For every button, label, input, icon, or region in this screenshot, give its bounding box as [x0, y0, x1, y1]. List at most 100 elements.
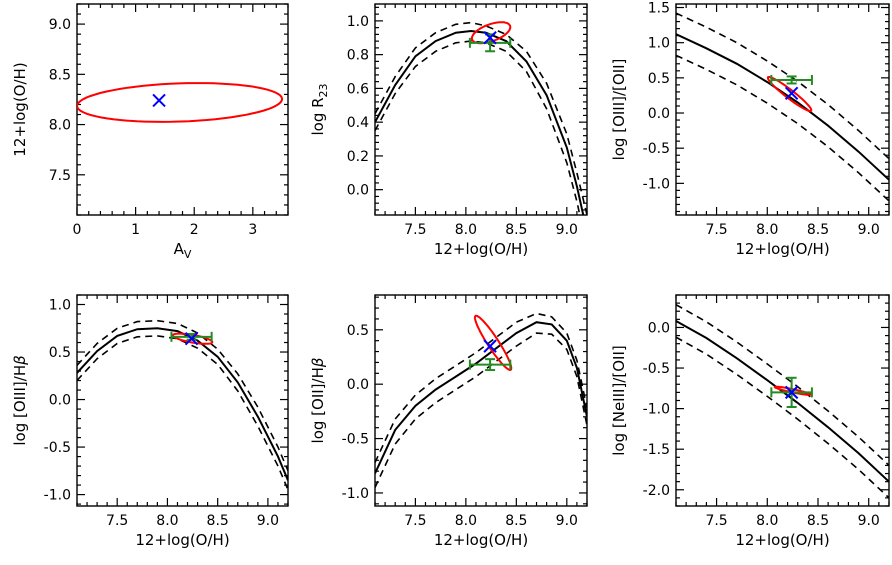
x-axis-label: 12+log(O/H)	[735, 240, 829, 258]
y-tick-label: -1.5	[643, 442, 670, 458]
x-axis-label: 12+log(O/H)	[735, 531, 829, 549]
x-tick-label: 8.0	[156, 513, 178, 529]
plot-frame	[675, 294, 890, 507]
plot-frame	[374, 3, 588, 216]
best-fit-marker	[483, 31, 497, 45]
best-fit-marker	[184, 332, 199, 346]
x-tick-label: 0	[73, 222, 82, 238]
model-curve-bound	[375, 312, 587, 463]
best-fit-marker	[784, 385, 799, 400]
y-tick-label: -0.5	[643, 141, 670, 157]
x-axis-label: 12+log(O/H)	[135, 531, 229, 549]
plot-area	[375, 312, 587, 488]
best-fit-marker	[784, 86, 799, 101]
x-tick-label: 8.0	[756, 222, 778, 238]
x-tick-label: 8.0	[756, 513, 778, 529]
y-tick-label: 0.6	[347, 81, 369, 97]
x-tick-label: 9.0	[257, 513, 279, 529]
y-tick-label: -1.0	[44, 488, 71, 504]
best-fit-marker	[483, 339, 497, 353]
model-curve	[676, 33, 889, 181]
error-bar	[770, 74, 813, 85]
best-fit-marker	[152, 93, 166, 108]
y-tick-label: 0.0	[347, 183, 369, 199]
y-tick-label: -1.0	[643, 402, 670, 418]
x-tick-label: 9.0	[556, 513, 578, 529]
x-tick-label: 7.5	[404, 222, 426, 238]
x-axis-label: 12+log(O/H)	[434, 240, 528, 258]
y-tick-label: 0.4	[347, 115, 369, 131]
y-tick-label: 9.0	[49, 17, 71, 33]
x-tick-label: 7.5	[404, 513, 426, 529]
error-bar	[170, 331, 213, 342]
y-tick-label: 0.0	[49, 393, 71, 409]
model-curve	[676, 320, 889, 483]
x-tick-label: 1	[131, 222, 140, 238]
y-axis-label: log [OII]/Hβ	[309, 357, 327, 443]
panel-3: 7.5 8.0 8.5 9.0 -1.0 -0.5 0.0 0.5 1.0 1.5 12+log(O…	[610, 1, 890, 258]
model-curve-bound	[375, 40, 581, 215]
y-tick-label: 8.0	[49, 118, 71, 134]
y-tick-label: 0.0	[648, 106, 670, 122]
x-tick-label: 9.0	[858, 222, 880, 238]
plot-area	[77, 82, 284, 123]
y-axis-label: 12+log(O/H)	[11, 62, 29, 156]
model-curve-bound	[77, 335, 288, 491]
y-tick-label: -1.0	[643, 176, 670, 192]
plot-frame	[374, 294, 588, 507]
y-tick-label: 8.5	[49, 67, 71, 83]
x-tick-label: 7.5	[705, 513, 727, 529]
plot-frame	[76, 294, 289, 507]
y-tick-label: 1.0	[49, 298, 71, 314]
plot-area	[676, 304, 889, 499]
y-tick-label: 0.8	[347, 48, 369, 64]
y-tick-label: -0.5	[44, 440, 71, 456]
x-tick-label: 8.5	[505, 222, 527, 238]
y-axis-label: log [NeIII]/[OII]	[610, 345, 628, 455]
y-tick-label: 0.5	[347, 323, 369, 339]
y-tick-label: -0.5	[342, 432, 369, 448]
model-curve-bound	[375, 332, 587, 488]
error-bar	[468, 358, 512, 372]
y-tick-label: -2.0	[643, 483, 670, 499]
x-axis-label: AV	[174, 240, 192, 261]
x-tick-label: 8.0	[455, 513, 477, 529]
y-tick-label: 0.0	[648, 320, 670, 336]
plot-frame	[675, 3, 890, 216]
model-curve-bound	[676, 54, 889, 202]
plot-frame	[76, 3, 289, 216]
panel-2: 7.5 8.0 8.5 9.0 0.0 0.2 0.4 0.6 0.8 1.0 12+log(O/H…	[309, 3, 588, 258]
y-axis-label: log [OIII]/[OII]	[610, 59, 628, 161]
x-tick-label: 8.5	[505, 513, 527, 529]
y-axis-label: log [OIII]/Hβ	[11, 355, 29, 446]
confidence-ellipse	[77, 82, 284, 123]
y-tick-label: 0.5	[49, 345, 71, 361]
x-tick-label: 8.5	[207, 513, 229, 529]
model-curve-bound	[676, 336, 889, 499]
x-tick-label: 2	[190, 222, 199, 238]
x-tick-label: 8.5	[807, 513, 829, 529]
x-tick-label: 8.5	[807, 222, 829, 238]
panel-6: 7.5 8.0 8.5 9.0 -2.0 -1.5 -1.0 -0.5 0.0 12+log(O/…	[610, 294, 890, 549]
model-curve-bound	[375, 21, 587, 215]
panel-4: 7.5 8.0 8.5 9.0 -1.0 -0.5 0.0 0.5 1.0 12+log(O/H)…	[11, 294, 289, 549]
x-axis-label: 12+log(O/H)	[434, 531, 528, 549]
x-tick-label: 9.0	[858, 513, 880, 529]
x-tick-label: 3	[248, 222, 257, 238]
y-tick-label: 7.5	[49, 168, 71, 184]
y-tick-label: -1.0	[342, 486, 369, 502]
y-tick-label: -0.5	[643, 361, 670, 377]
plot-area	[77, 319, 288, 491]
y-tick-label: 0.2	[347, 149, 369, 165]
x-tick-label: 8.0	[455, 222, 477, 238]
plot-area	[676, 12, 889, 202]
confidence-ellipse	[470, 21, 512, 45]
model-curve	[375, 321, 587, 474]
y-tick-label: 0.0	[347, 377, 369, 393]
y-tick-label: 1.0	[347, 14, 369, 30]
x-tick-label: 7.5	[106, 513, 128, 529]
confidence-ellipse	[766, 76, 813, 113]
model-curve-bound	[676, 12, 889, 160]
confidence-ellipse	[473, 314, 513, 372]
